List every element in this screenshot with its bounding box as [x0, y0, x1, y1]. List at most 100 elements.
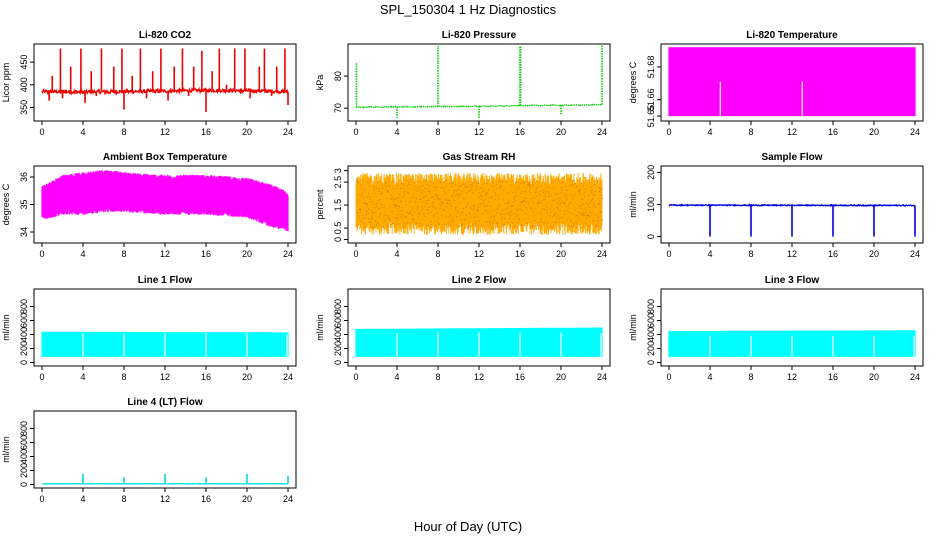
y-axis-label: ml/min — [315, 314, 325, 341]
x-tick-label: 4 — [80, 249, 85, 259]
figure-title: SPL_150304 1 Hz Diagnostics — [380, 2, 557, 17]
y-tick-label: 800 — [19, 421, 29, 436]
x-tick-label: 8 — [748, 249, 753, 259]
x-tick-label: 0 — [666, 127, 671, 137]
series-line — [41, 86, 289, 96]
x-tick-label: 8 — [121, 127, 126, 137]
x-tick-label: 20 — [556, 372, 566, 382]
x-tick-label: 8 — [435, 127, 440, 137]
x-tick-label: 16 — [201, 127, 211, 137]
x-tick-label: 8 — [121, 494, 126, 504]
y-tick-label: 600 — [646, 313, 656, 328]
panel-title: Line 1 Flow — [138, 275, 193, 286]
panel-title: Gas Stream RH — [443, 152, 516, 163]
x-tick-label: 20 — [869, 249, 879, 259]
x-tick-label: 16 — [828, 372, 838, 382]
x-tick-label: 24 — [910, 127, 920, 137]
panel-1: Li-820 Pressure kPa 0 4 8 12 16 20 24 70 80 — [315, 30, 611, 137]
x-tick-label: 20 — [242, 127, 252, 137]
series-band — [355, 172, 603, 235]
series-band — [41, 169, 289, 232]
y-tick-label: 200 — [333, 341, 343, 356]
y-axis-label: percent — [315, 189, 325, 220]
y-tick-label: 51.66 — [646, 88, 656, 111]
x-tick-label: 4 — [707, 249, 712, 259]
x-tick-label: 8 — [748, 372, 753, 382]
panel-0: Li-820 CO2 Licor ppm 0 4 8 12 16 20 24 350 400 450 — [1, 30, 297, 137]
x-tick-label: 0 — [39, 127, 44, 137]
y-tick-label: 450 — [19, 55, 29, 70]
y-tick-label: 1.5 — [333, 199, 343, 212]
x-tick-label: 8 — [121, 249, 126, 259]
y-tick-label: 36 — [19, 172, 29, 182]
x-tick-label: 12 — [787, 127, 797, 137]
y-tick-label: 0.5 — [333, 222, 343, 235]
plot-frame — [33, 43, 297, 122]
series-band — [668, 47, 916, 117]
y-axis-label: kPa — [315, 75, 325, 91]
panel-7: Line 2 Flow ml/min 0 4 8 12 16 20 24 0 20040060080… — [315, 275, 611, 382]
x-tick-label: 8 — [435, 372, 440, 382]
y-tick-label: 400 — [333, 327, 343, 342]
y-axis-label: Licor ppm — [1, 63, 11, 103]
y-tick-label: 800 — [333, 299, 343, 314]
x-tick-label: 0 — [666, 372, 671, 382]
panel-8: Line 3 Flow ml/min 0 4 8 12 16 20 24 0 20040060080… — [628, 275, 924, 382]
panel-9: Line 4 (LT) Flow ml/min 0 4 8 12 16 20 24 0 200400… — [1, 397, 297, 504]
x-tick-label: 0 — [353, 249, 358, 259]
y-tick-label: 0 — [19, 360, 29, 365]
panel-title: Ambient Box Temperature — [103, 152, 228, 163]
x-tick-label: 4 — [707, 127, 712, 137]
x-tick-label: 20 — [556, 127, 566, 137]
y-tick-label: 800 — [19, 299, 29, 314]
x-tick-label: 24 — [283, 494, 293, 504]
panel-title: Line 4 (LT) Flow — [127, 397, 203, 408]
series-marks — [41, 169, 289, 232]
panel-title: Line 2 Flow — [452, 275, 507, 286]
y-tick-label: 400 — [19, 77, 29, 92]
series-marks — [668, 203, 916, 237]
y-axis-label: ml/min — [1, 314, 11, 341]
y-tick-label: 600 — [19, 435, 29, 450]
panel-title: Line 3 Flow — [765, 275, 820, 286]
y-tick-label: 600 — [333, 313, 343, 328]
panel-5: Sample Flow ml/min 0 4 8 12 16 20 24 0 100 200 — [628, 152, 924, 259]
x-tick-label: 16 — [201, 494, 211, 504]
x-tick-label: 16 — [828, 127, 838, 137]
x-tick-label: 24 — [283, 249, 293, 259]
x-tick-label: 12 — [160, 127, 170, 137]
series-marks — [355, 45, 603, 118]
x-tick-label: 4 — [394, 127, 399, 137]
y-tick-label: 34 — [19, 227, 29, 237]
y-axis-label: ml/min — [628, 191, 638, 218]
x-tick-label: 0 — [39, 372, 44, 382]
series-marks — [355, 327, 603, 357]
x-tick-label: 4 — [394, 372, 399, 382]
series-marks — [668, 330, 916, 362]
y-axis-label: degrees C — [628, 61, 638, 103]
x-tick-label: 24 — [910, 249, 920, 259]
y-tick-label: 80 — [333, 71, 343, 81]
x-tick-label: 24 — [283, 372, 293, 382]
y-tick-label: 0 — [19, 482, 29, 487]
panel-6: Line 1 Flow ml/min 0 4 8 12 16 20 24 0 20040060080… — [1, 275, 297, 382]
x-tick-label: 12 — [787, 372, 797, 382]
x-tick-label: 0 — [666, 249, 671, 259]
y-tick-label: 3 — [333, 168, 343, 173]
x-tick-label: 16 — [201, 372, 211, 382]
x-tick-label: 24 — [597, 249, 607, 259]
x-tick-label: 12 — [474, 249, 484, 259]
x-tick-label: 8 — [748, 127, 753, 137]
y-tick-label: 200 — [19, 341, 29, 356]
series-marks — [668, 47, 916, 117]
y-tick-label: 350 — [19, 100, 29, 115]
y-tick-label: 200 — [646, 165, 656, 180]
x-tick-label: 0 — [353, 372, 358, 382]
x-tick-label: 8 — [121, 372, 126, 382]
x-tick-label: 20 — [242, 372, 252, 382]
panel-title: Sample Flow — [761, 152, 822, 163]
x-tick-label: 4 — [80, 127, 85, 137]
x-tick-label: 24 — [597, 372, 607, 382]
x-tick-label: 24 — [910, 372, 920, 382]
